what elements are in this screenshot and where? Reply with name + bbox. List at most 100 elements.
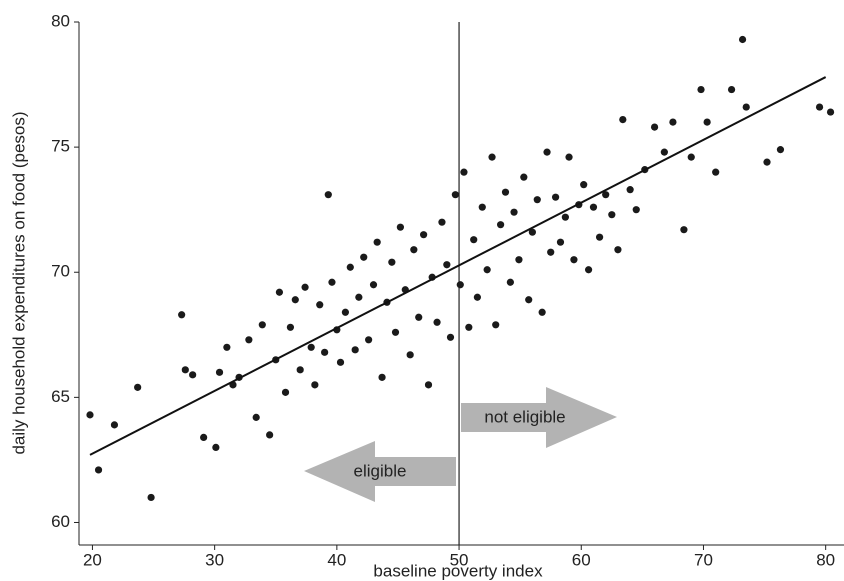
point: [602, 191, 610, 199]
point: [291, 296, 299, 304]
point: [424, 381, 433, 389]
point: [465, 323, 473, 331]
y-tick-label: 80: [51, 11, 70, 30]
point: [460, 168, 468, 176]
point: [223, 343, 231, 351]
x-tick-label: 60: [572, 550, 591, 569]
point: [446, 333, 455, 341]
point: [443, 261, 451, 269]
point: [687, 153, 695, 161]
point: [815, 103, 824, 111]
point: [669, 118, 677, 126]
point: [456, 281, 464, 289]
point: [346, 263, 354, 271]
point: [275, 288, 284, 296]
point: [252, 413, 260, 421]
point: [410, 246, 418, 254]
point: [763, 158, 771, 166]
point: [473, 293, 481, 301]
point: [626, 186, 634, 194]
point: [510, 208, 518, 216]
annotation: eligible: [354, 461, 407, 480]
point: [420, 231, 428, 239]
point: [826, 108, 835, 116]
x-tick-label: 80: [816, 550, 835, 569]
point: [742, 103, 750, 111]
point: [580, 181, 588, 189]
point: [391, 328, 400, 336]
point: [324, 191, 332, 199]
point: [697, 85, 705, 94]
x-tick-label: 30: [205, 550, 224, 569]
point: [660, 148, 668, 156]
point: [712, 168, 720, 176]
point: [478, 203, 486, 211]
x-tick-label: 50: [450, 550, 469, 569]
fit-line: [89, 76, 827, 456]
point: [181, 366, 189, 374]
point: [215, 368, 224, 376]
point: [316, 301, 324, 309]
point: [650, 123, 659, 131]
point: [296, 366, 304, 374]
y-tick-label: 75: [51, 137, 70, 156]
point: [189, 371, 197, 379]
point: [388, 258, 396, 266]
point: [703, 118, 711, 126]
point: [415, 313, 423, 321]
point: [94, 466, 103, 474]
point: [147, 493, 155, 502]
annotation: not eligible: [484, 407, 565, 426]
point: [438, 218, 446, 226]
point: [547, 248, 555, 256]
x-tick-label: 40: [327, 550, 346, 569]
point: [520, 173, 528, 181]
point: [776, 146, 785, 154]
point: [738, 35, 747, 44]
point: [311, 381, 319, 389]
point: [589, 203, 598, 211]
point: [266, 431, 274, 439]
point: [286, 323, 295, 331]
point: [528, 228, 536, 236]
point: [492, 321, 500, 329]
point: [365, 336, 373, 344]
point: [307, 343, 315, 351]
point: [556, 238, 565, 246]
y-tick-label: 60: [51, 512, 70, 531]
point: [212, 443, 220, 452]
point: [281, 388, 290, 396]
y-tick-label: 70: [51, 262, 70, 281]
point: [533, 196, 541, 204]
x-axis-label: baseline poverty index: [373, 561, 543, 580]
point: [369, 281, 378, 289]
point: [727, 85, 736, 94]
point: [515, 256, 523, 264]
point: [373, 238, 381, 246]
point: [321, 348, 329, 356]
point: [488, 153, 496, 161]
arrow-right: [461, 387, 617, 448]
point: [360, 253, 368, 261]
point: [355, 293, 363, 301]
point: [525, 296, 533, 304]
point: [483, 266, 491, 274]
point: [497, 221, 505, 229]
point: [470, 236, 478, 244]
point: [433, 318, 441, 326]
point: [258, 321, 266, 329]
point: [245, 336, 253, 344]
point: [301, 283, 309, 291]
point: [543, 148, 551, 156]
point: [619, 115, 627, 124]
point: [570, 256, 578, 264]
point: [506, 278, 514, 286]
point: [86, 411, 94, 419]
point: [595, 233, 604, 241]
point: [614, 246, 622, 254]
point: [451, 191, 459, 199]
point: [632, 206, 640, 214]
point: [565, 153, 573, 161]
